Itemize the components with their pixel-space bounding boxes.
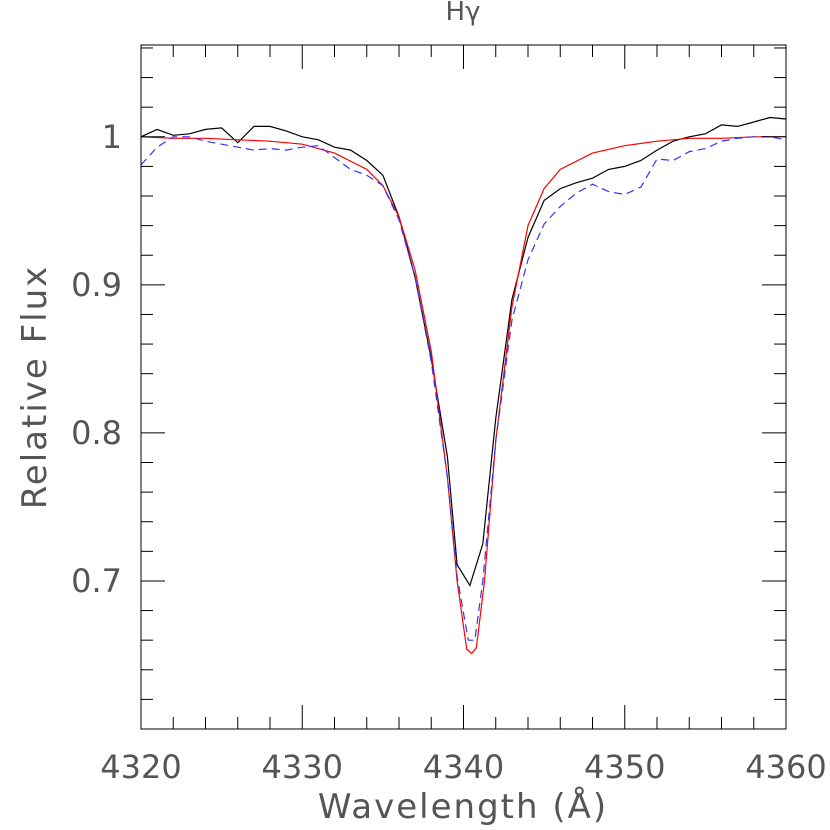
y-tick-label: 0.9 [71, 266, 122, 304]
x-tick-label: 4360 [745, 748, 826, 786]
y-axis-label: Relative Flux [15, 265, 55, 510]
x-tick-label: 4340 [423, 748, 504, 786]
tick-labels-layer: 4320 4330 4340 4350 4360 0.7 0.8 0.9 1 [71, 118, 827, 786]
series-line-3 [140, 136, 787, 641]
x-tick-label: 4330 [262, 748, 343, 786]
chart-title: Hγ [446, 0, 481, 27]
series-layer [140, 116, 787, 655]
y-tick-label: 0.8 [71, 414, 122, 452]
x-tick-label: 4320 [100, 748, 181, 786]
y-tick-label: 1 [102, 118, 122, 156]
x-tick-label: 4350 [584, 748, 665, 786]
x-axis-label: Wavelength (Å) [318, 786, 608, 827]
ticks-layer [140, 45, 787, 730]
y-tick-label: 0.7 [71, 562, 122, 600]
series-line-2 [140, 136, 786, 655]
series-line-1 [140, 116, 787, 587]
